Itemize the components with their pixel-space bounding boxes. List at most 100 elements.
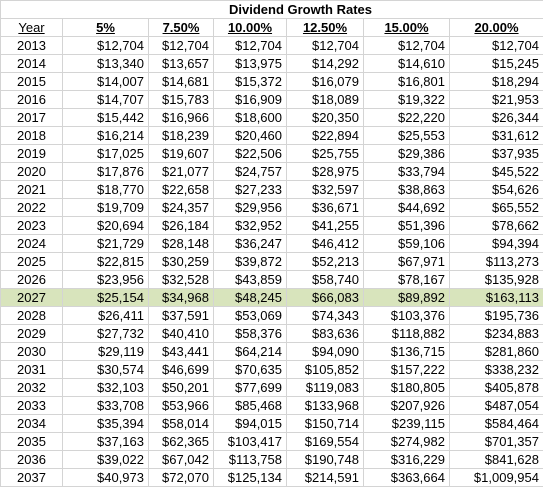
value-cell: $12,704 <box>449 36 543 55</box>
value-cell: $35,394 <box>62 414 149 433</box>
value-cell: $487,054 <box>449 396 543 415</box>
value-cell: $39,022 <box>62 450 149 469</box>
data-row: 2024 $21,729 $28,148 $36,247 $46,412 $59,106 $… <box>0 234 543 253</box>
value-cell: $50,201 <box>148 378 214 397</box>
value-cell: $36,671 <box>286 198 364 217</box>
value-cell: $113,273 <box>449 252 543 271</box>
year-cell: 2022 <box>0 198 63 217</box>
value-cell: $77,699 <box>213 378 287 397</box>
value-cell: $169,554 <box>286 432 364 451</box>
value-cell: $21,953 <box>449 90 543 109</box>
value-cell: $36,247 <box>213 234 287 253</box>
value-cell: $19,709 <box>62 198 149 217</box>
value-cell: $27,233 <box>213 180 287 199</box>
value-cell: $37,935 <box>449 144 543 163</box>
value-cell: $41,255 <box>286 216 364 235</box>
data-row: 2013 $12,704 $12,704 $12,704 $12,704 $12,704 $… <box>0 36 543 55</box>
value-cell: $37,163 <box>62 432 149 451</box>
value-cell: $26,184 <box>148 216 214 235</box>
year-cell: 2021 <box>0 180 63 199</box>
value-cell: $118,882 <box>363 324 450 343</box>
value-cell: $12,704 <box>286 36 364 55</box>
value-cell: $12,704 <box>363 36 450 55</box>
value-cell: $150,714 <box>286 414 364 433</box>
data-row: 2017 $15,442 $16,966 $18,600 $20,350 $22,220 $… <box>0 108 543 127</box>
header-cell: 10.00% <box>213 18 287 37</box>
value-cell: $316,229 <box>363 450 450 469</box>
value-cell: $17,876 <box>62 162 149 181</box>
header-cell: 7.50% <box>148 18 214 37</box>
data-row: 2019 $17,025 $19,607 $22,506 $25,755 $29,386 $… <box>0 144 543 163</box>
value-cell: $33,794 <box>363 162 450 181</box>
value-cell: $16,079 <box>286 72 364 91</box>
title-row: Dividend Growth Rates <box>0 0 543 19</box>
value-cell: $1,009,954 <box>449 468 543 487</box>
year-cell: 2016 <box>0 90 63 109</box>
value-cell: $22,815 <box>62 252 149 271</box>
value-cell: $67,971 <box>363 252 450 271</box>
value-cell: $52,213 <box>286 252 364 271</box>
year-cell: 2020 <box>0 162 63 181</box>
value-cell: $78,167 <box>363 270 450 289</box>
value-cell: $234,883 <box>449 324 543 343</box>
value-cell: $21,077 <box>148 162 214 181</box>
value-cell: $15,442 <box>62 108 149 127</box>
value-cell: $44,692 <box>363 198 450 217</box>
value-cell: $21,729 <box>62 234 149 253</box>
value-cell: $20,460 <box>213 126 287 145</box>
value-cell: $65,552 <box>449 198 543 217</box>
value-cell: $94,015 <box>213 414 287 433</box>
year-cell: 2033 <box>0 396 63 415</box>
value-cell: $30,259 <box>148 252 214 271</box>
value-cell: $103,417 <box>213 432 287 451</box>
value-cell: $20,350 <box>286 108 364 127</box>
year-cell: 2029 <box>0 324 63 343</box>
value-cell: $16,214 <box>62 126 149 145</box>
value-cell: $22,220 <box>363 108 450 127</box>
year-cell: 2014 <box>0 54 63 73</box>
data-row: 2020 $17,876 $21,077 $24,757 $28,975 $33,794 $… <box>0 162 543 181</box>
value-cell: $18,600 <box>213 108 287 127</box>
value-cell: $53,966 <box>148 396 214 415</box>
year-cell: 2037 <box>0 468 63 487</box>
value-cell: $113,758 <box>213 450 287 469</box>
value-cell: $30,574 <box>62 360 149 379</box>
value-cell: $72,070 <box>148 468 214 487</box>
value-cell: $58,740 <box>286 270 364 289</box>
data-row: 2023 $20,694 $26,184 $32,952 $41,255 $51,396 $… <box>0 216 543 235</box>
value-cell: $59,106 <box>363 234 450 253</box>
value-cell: $66,083 <box>286 288 364 307</box>
data-row: 2021 $18,770 $22,658 $27,233 $32,597 $38,863 $… <box>0 180 543 199</box>
value-cell: $70,635 <box>213 360 287 379</box>
year-cell: 2026 <box>0 270 63 289</box>
value-cell: $43,859 <box>213 270 287 289</box>
value-cell: $15,783 <box>148 90 214 109</box>
value-cell: $48,245 <box>213 288 287 307</box>
data-row: 2036 $39,022 $67,042 $113,758 $190,748 $316,2… <box>0 450 543 469</box>
value-cell: $190,748 <box>286 450 364 469</box>
value-cell: $363,664 <box>363 468 450 487</box>
value-cell: $119,083 <box>286 378 364 397</box>
value-cell: $195,736 <box>449 306 543 325</box>
value-cell: $32,103 <box>62 378 149 397</box>
value-cell: $18,770 <box>62 180 149 199</box>
value-cell: $45,522 <box>449 162 543 181</box>
value-cell: $274,982 <box>363 432 450 451</box>
value-cell: $83,636 <box>286 324 364 343</box>
data-row: 2025 $22,815 $30,259 $39,872 $52,213 $67,971 $… <box>0 252 543 271</box>
value-cell: $18,239 <box>148 126 214 145</box>
data-row: 2014 $13,340 $13,657 $13,975 $14,292 $14,610 $… <box>0 54 543 73</box>
year-cell: 2032 <box>0 378 63 397</box>
value-cell: $13,340 <box>62 54 149 73</box>
value-cell: $214,591 <box>286 468 364 487</box>
value-cell: $33,708 <box>62 396 149 415</box>
year-cell: 2018 <box>0 126 63 145</box>
value-cell: $25,154 <box>62 288 149 307</box>
table-title: Dividend Growth Rates <box>0 0 543 19</box>
header-row: Year 5% 7.50% 10.00% 12.50% 15.00% 20.00% <box>0 18 543 37</box>
value-cell: $22,506 <box>213 144 287 163</box>
value-cell: $135,928 <box>449 270 543 289</box>
year-cell: 2025 <box>0 252 63 271</box>
value-cell: $24,357 <box>148 198 214 217</box>
year-cell: 2017 <box>0 108 63 127</box>
